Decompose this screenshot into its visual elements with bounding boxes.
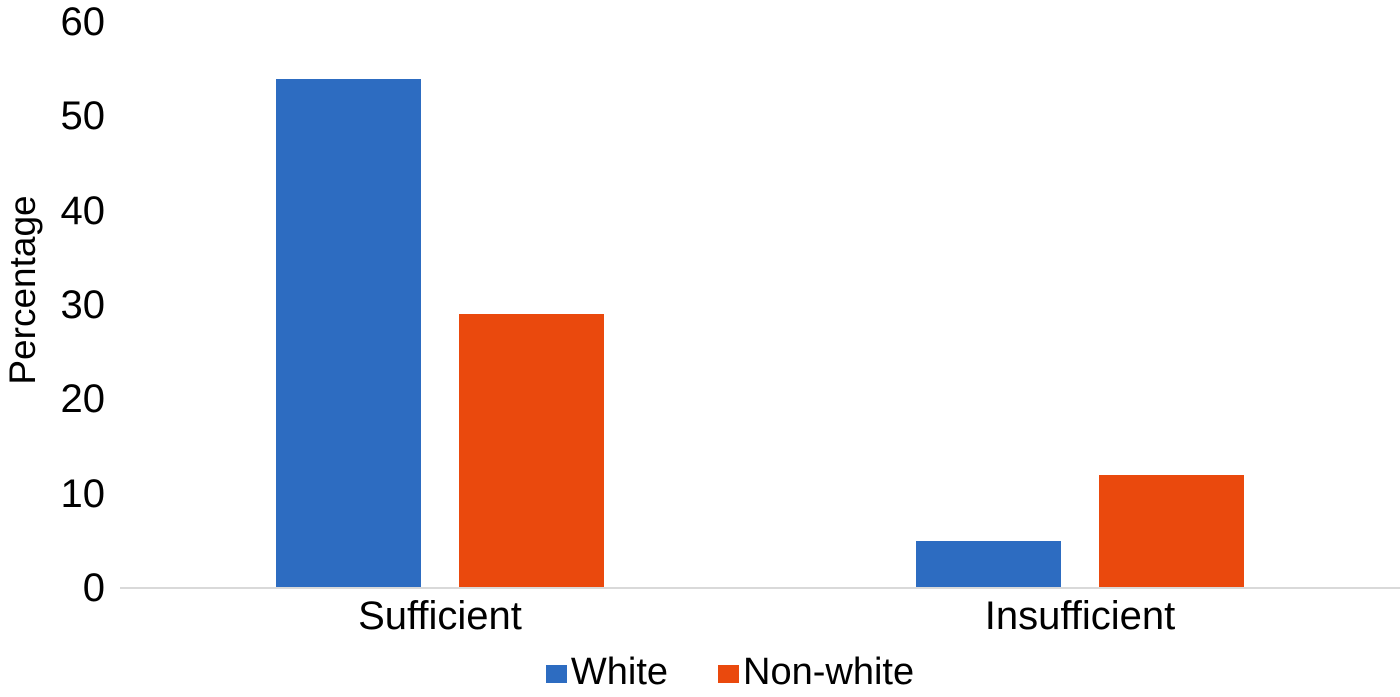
- y-tick-label-0: 0: [82, 566, 105, 610]
- legend-swatch-non-white-icon: [718, 665, 740, 683]
- y-tick-label-40: 40: [60, 188, 106, 233]
- legend-label-non-white: Non-white: [743, 651, 915, 693]
- legend-item-white: White: [545, 651, 669, 693]
- x-axis-label-sufficient: Sufficient: [358, 594, 522, 638]
- bar-insufficient-white: [916, 541, 1061, 588]
- legend-swatch-white-icon: [545, 665, 567, 683]
- bar-sufficient-non-white: [459, 314, 604, 588]
- y-tick-label-30: 30: [60, 283, 106, 327]
- bar-insufficient-non-white: [1099, 475, 1244, 588]
- y-tick-label-60: 60: [60, 0, 106, 44]
- y-axis-ticks: 0 10 20 30 40 50 60: [0, 0, 106, 697]
- y-tick-label-10: 10: [60, 471, 106, 516]
- legend: White Non-white: [60, 650, 1400, 694]
- bar-sufficient-white: [276, 79, 421, 588]
- y-tick-label-50: 50: [60, 94, 106, 139]
- legend-item-non-white: Non-white: [718, 653, 914, 691]
- legend-label-white: White: [570, 651, 669, 693]
- y-tick-label-20: 20: [60, 377, 106, 422]
- x-axis-line: [120, 587, 1400, 589]
- x-axis-label-insufficient: Insufficient: [984, 594, 1176, 638]
